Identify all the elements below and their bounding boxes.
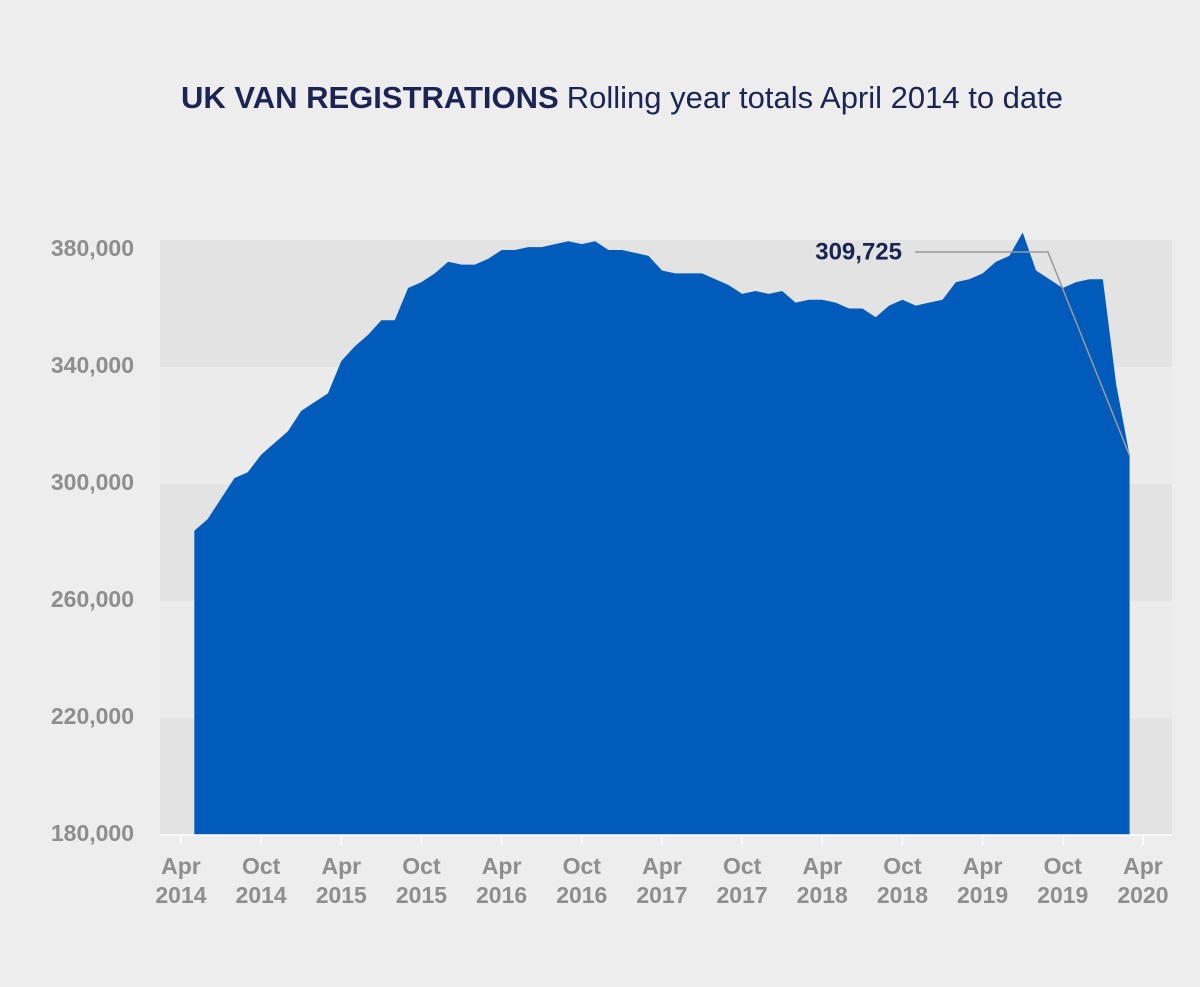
x-tick-label: Apr 2015 [315,853,367,908]
x-tick-label: Apr 2016 [476,853,528,908]
x-tick-label: Oct 2015 [395,853,448,908]
y-tick-label: 300,000 [51,469,134,495]
x-tick-label: Apr 2018 [796,853,848,908]
chart-heading: UK VAN REGISTRATIONS Rolling year totals … [181,80,1063,115]
x-tick-label: Apr 2020 [1117,853,1169,908]
x-tick-label: Apr 2014 [155,853,207,908]
chart-title: UK VAN REGISTRATIONS [181,80,559,115]
chart-subtitle: Rolling year totals April 2014 to date [567,80,1063,115]
x-tick-label: Apr 2017 [636,853,688,908]
y-tick-label: 340,000 [51,352,134,378]
y-tick-label: 380,000 [51,235,134,261]
y-tick-label: 220,000 [51,703,134,729]
x-tick-label: Oct 2014 [235,853,287,908]
y-tick-label: 180,000 [51,820,134,846]
x-tick-label: Apr 2019 [957,853,1009,908]
x-tick-label: Oct 2019 [1037,853,1089,908]
y-tick-label: 260,000 [51,586,134,612]
x-tick-label: Oct 2018 [876,853,929,908]
annotation-leader [915,251,1131,456]
x-tick-label: Oct 2016 [556,853,608,908]
x-tick-label: Oct 2017 [716,853,768,908]
area [194,232,1130,835]
annotation: 309,725 [815,238,902,265]
